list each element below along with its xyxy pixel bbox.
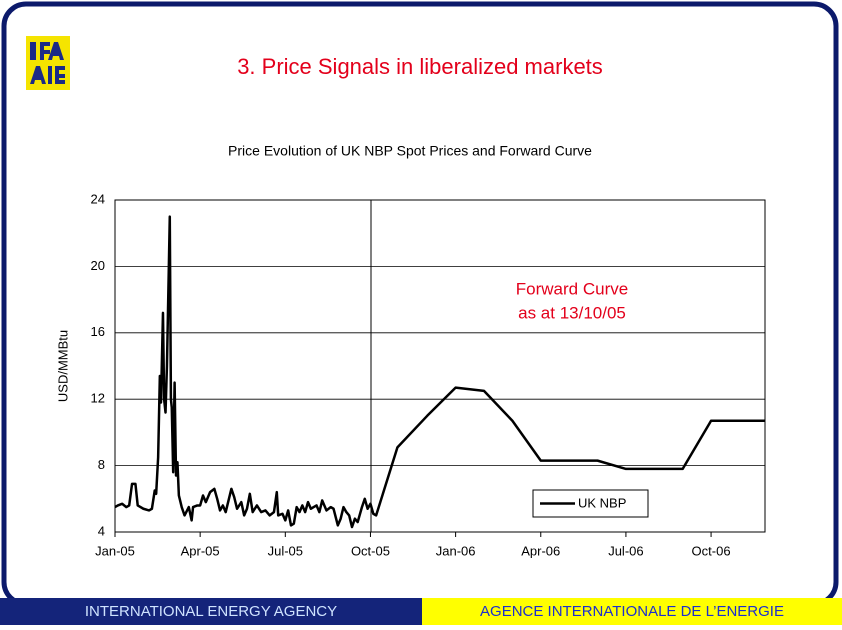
legend-label: UK NBP (578, 495, 626, 510)
y-tick-label: 20 (91, 258, 105, 273)
y-tick-label: 16 (91, 324, 105, 339)
annotation: Forward Curve (516, 279, 628, 298)
plot-frame (114, 199, 766, 533)
logo (26, 36, 70, 90)
y-axis-label: USD/MMBtu (55, 330, 70, 402)
y-tick-label: 4 (98, 523, 105, 538)
x-tick-label: Apr-06 (521, 543, 560, 558)
x-tick-label: Oct-05 (351, 543, 390, 558)
footer-left-band (0, 598, 422, 625)
x-tick-label: Oct-06 (692, 543, 731, 558)
footer-right: AGENCE INTERNATIONALE DE L’ENERGIE (480, 603, 784, 620)
y-tick-label: 24 (91, 191, 105, 206)
slide-frame (1, 1, 839, 607)
footer-left: INTERNATIONAL ENERGY AGENCY (85, 603, 337, 620)
y-tick-label: 8 (98, 457, 105, 472)
y-tick-label: 12 (91, 391, 105, 406)
x-tick-label: Jan-05 (95, 543, 135, 558)
x-tick-label: Jul-05 (268, 543, 303, 558)
footer-right-band (422, 598, 842, 625)
slide-title: 3. Price Signals in liberalized markets (237, 54, 603, 79)
annotation: as at 13/10/05 (518, 303, 626, 322)
x-tick-label: Jul-06 (608, 543, 643, 558)
series-line (114, 215, 765, 529)
x-tick-label: Apr-05 (181, 543, 220, 558)
x-tick-label: Jan-06 (436, 543, 476, 558)
chart-title: Price Evolution of UK NBP Spot Prices an… (228, 143, 592, 159)
